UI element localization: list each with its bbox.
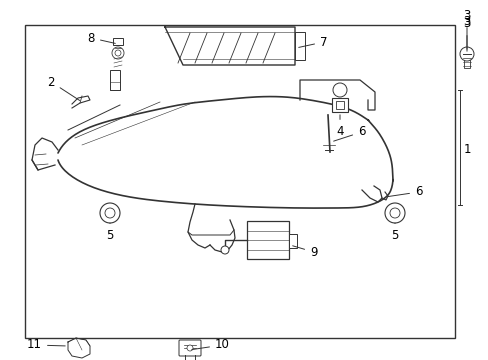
Circle shape <box>105 208 115 218</box>
Text: 1: 1 <box>463 144 470 157</box>
Bar <box>294 32 305 60</box>
Circle shape <box>459 47 473 61</box>
Text: 11: 11 <box>27 338 65 351</box>
Text: 3: 3 <box>462 17 470 49</box>
Text: 8: 8 <box>87 31 115 45</box>
Bar <box>113 38 123 45</box>
Text: 3: 3 <box>462 9 470 51</box>
Text: 7: 7 <box>298 36 327 49</box>
Bar <box>110 70 120 90</box>
Text: 2: 2 <box>47 76 80 100</box>
Circle shape <box>332 83 346 97</box>
Text: 6: 6 <box>333 126 365 141</box>
Circle shape <box>100 203 120 223</box>
Circle shape <box>112 47 124 59</box>
Circle shape <box>221 246 228 254</box>
Text: 10: 10 <box>191 338 229 351</box>
Circle shape <box>384 203 404 223</box>
Bar <box>463 52 469 68</box>
Text: 3: 3 <box>462 15 470 28</box>
Bar <box>335 101 343 109</box>
Bar <box>25 25 454 338</box>
Text: 5: 5 <box>390 223 398 242</box>
Circle shape <box>389 208 399 218</box>
Circle shape <box>186 345 193 351</box>
Bar <box>246 221 288 259</box>
FancyBboxPatch shape <box>179 340 201 356</box>
Text: 9: 9 <box>292 246 317 258</box>
Text: 4: 4 <box>336 115 343 138</box>
Text: 6: 6 <box>387 185 422 198</box>
Bar <box>331 98 347 112</box>
Circle shape <box>115 50 121 56</box>
Text: 5: 5 <box>106 223 113 242</box>
Bar <box>288 234 296 248</box>
